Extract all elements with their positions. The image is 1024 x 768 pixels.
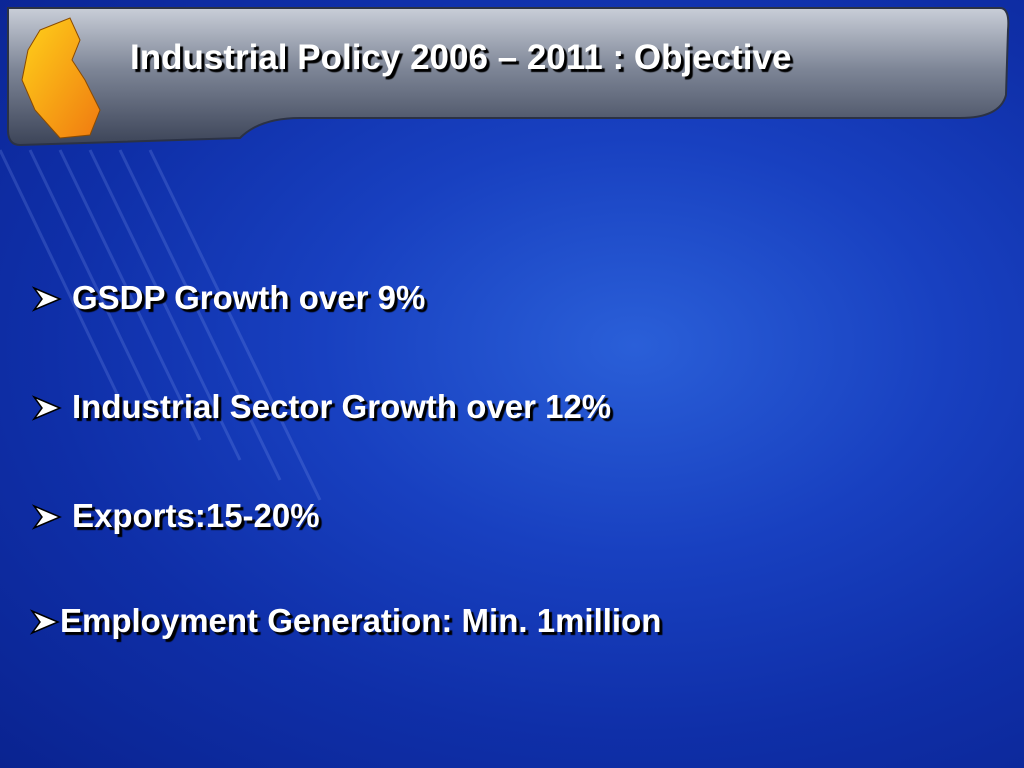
bullet-text: Industrial Sector Growth over 12% <box>72 388 612 425</box>
header-bar <box>7 7 1010 147</box>
bullet-text: Employment Generation: Min. 1million <box>60 602 662 639</box>
bullet-text: GSDP Growth over 9% <box>72 279 426 316</box>
bullet-text: Exports:15-20% <box>72 497 320 534</box>
bullet-arrows <box>29 286 62 635</box>
slide-title: Industrial Policy 2006 – 2011 : Objectiv… <box>130 38 792 77</box>
map-icon <box>21 17 101 139</box>
